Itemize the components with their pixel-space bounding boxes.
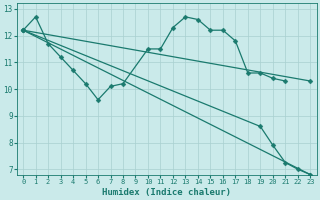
X-axis label: Humidex (Indice chaleur): Humidex (Indice chaleur) (102, 188, 231, 197)
